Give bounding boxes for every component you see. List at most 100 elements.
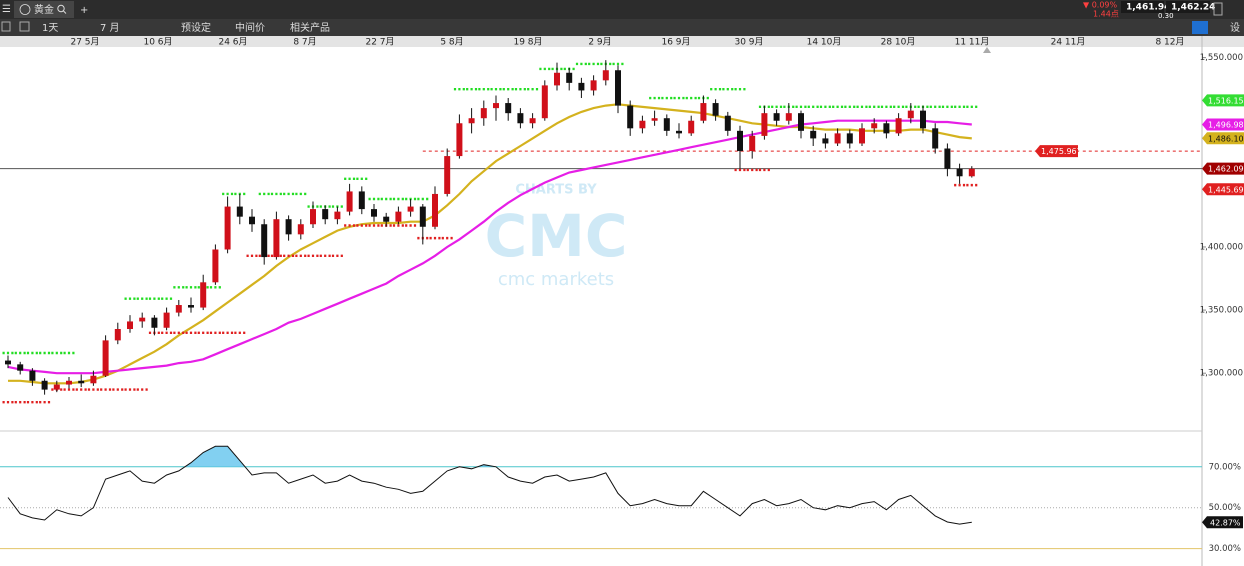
price-label-box bbox=[1202, 118, 1244, 131]
rsi-line bbox=[7, 445, 972, 525]
tab[interactable] bbox=[14, 1, 74, 18]
candle-body bbox=[554, 72, 560, 86]
candle-body bbox=[663, 118, 670, 131]
candle-body bbox=[615, 70, 621, 106]
sell-price[interactable]: 1,461.94 bbox=[1126, 3, 1170, 13]
candle-body bbox=[151, 317, 158, 328]
price-label-box bbox=[1202, 162, 1244, 175]
tab-icon bbox=[19, 4, 31, 15]
overbought-fill bbox=[184, 446, 246, 467]
period[interactable]: 7 月 bbox=[100, 22, 120, 34]
y-tick-label: 1,550.000 bbox=[1200, 53, 1243, 63]
candle-body bbox=[127, 321, 133, 330]
candle-body bbox=[297, 224, 304, 235]
candle-body bbox=[761, 113, 768, 136]
candle-body bbox=[358, 191, 365, 210]
settings[interactable]: 设 bbox=[1230, 22, 1240, 34]
candle-body bbox=[480, 108, 487, 119]
candle-body bbox=[968, 168, 975, 177]
candle-body bbox=[285, 219, 292, 235]
candle-body bbox=[163, 312, 170, 328]
rsi-label-box bbox=[1202, 516, 1243, 529]
candle-body bbox=[517, 113, 524, 124]
buy-price[interactable]: 1,462.24 bbox=[1171, 3, 1215, 13]
candle-body bbox=[346, 191, 353, 212]
candle-body bbox=[322, 209, 329, 220]
x-tick-label: 8 7月 bbox=[293, 37, 316, 48]
candle-body bbox=[785, 113, 792, 121]
y-tick-label: 1,400.000 bbox=[1200, 242, 1243, 252]
candle-body bbox=[602, 70, 609, 81]
candle-body bbox=[41, 380, 48, 390]
price-label: 1,496.98 bbox=[1208, 121, 1244, 130]
moving-average bbox=[8, 103, 972, 385]
candle-body bbox=[724, 115, 731, 131]
candle-body bbox=[956, 168, 963, 177]
candle-body bbox=[224, 206, 231, 250]
candle-body bbox=[395, 211, 402, 222]
x-tick-label: 27 5月 bbox=[70, 37, 99, 48]
watermark: CHARTS BY bbox=[515, 183, 597, 198]
x-tick-label: 19 8月 bbox=[513, 37, 542, 48]
candle-body bbox=[444, 156, 451, 194]
grid-icon[interactable] bbox=[19, 21, 30, 32]
menu-item[interactable]: 相关产品 bbox=[290, 21, 330, 34]
timeframe[interactable]: 1天 bbox=[42, 23, 58, 34]
candle-body bbox=[53, 384, 60, 390]
sell-box[interactable] bbox=[1121, 1, 1164, 13]
buy-box[interactable] bbox=[1166, 1, 1210, 13]
layout-icon[interactable] bbox=[1, 21, 11, 32]
candle-body bbox=[749, 135, 756, 152]
change: ▼ 0.09% bbox=[1083, 1, 1118, 10]
candle-body bbox=[834, 133, 841, 144]
candle-body bbox=[334, 211, 341, 220]
candle-body bbox=[541, 85, 548, 119]
candle-body bbox=[493, 103, 499, 109]
candle-body bbox=[700, 103, 707, 121]
x-tick-label: 14 10月 bbox=[807, 37, 842, 48]
search-icon[interactable] bbox=[63, 10, 67, 14]
candle-body bbox=[712, 103, 719, 116]
y-tick-label: 70.00% bbox=[1209, 462, 1241, 472]
x-tick-label: 24 6月 bbox=[218, 37, 247, 48]
candle-body bbox=[859, 128, 865, 144]
menu-item[interactable]: 中间价 bbox=[235, 21, 265, 34]
candle-body bbox=[846, 133, 853, 144]
candle-body bbox=[651, 118, 658, 121]
x-tick-label: 30 9月 bbox=[734, 37, 763, 48]
candle-body bbox=[261, 224, 268, 258]
candle-body bbox=[688, 120, 695, 134]
price-label: 1,445.69 bbox=[1208, 185, 1244, 194]
search-icon[interactable] bbox=[57, 4, 65, 13]
tab-label[interactable]: 黄金 bbox=[34, 3, 54, 16]
candle-body bbox=[78, 380, 85, 384]
menu-item[interactable]: 预设定 bbox=[181, 21, 211, 34]
x-tick-label: 16 9月 bbox=[661, 37, 690, 48]
window-icon[interactable] bbox=[1213, 2, 1223, 16]
candle-body bbox=[188, 305, 194, 308]
candle-body bbox=[29, 370, 36, 381]
price-label-box bbox=[1202, 94, 1244, 107]
candle-body bbox=[798, 113, 804, 131]
x-tick-label: 11 11月 bbox=[955, 37, 990, 48]
y-tick-label: 30.00% bbox=[1209, 544, 1241, 554]
candle-body bbox=[17, 364, 24, 371]
candle-body bbox=[944, 148, 951, 169]
candle-body bbox=[371, 209, 377, 217]
x-tick-label: 8 12月 bbox=[1155, 37, 1184, 48]
new-tab[interactable]: + bbox=[80, 5, 88, 16]
candle-body bbox=[883, 123, 890, 134]
spread: 0.30 bbox=[1158, 12, 1174, 20]
rsi-label: 42.87% bbox=[1210, 518, 1241, 527]
moving-average bbox=[7, 119, 972, 375]
price-label: 1,475.967 bbox=[1041, 147, 1082, 156]
candle-body bbox=[419, 206, 426, 227]
date-row bbox=[0, 36, 1244, 47]
candle-body bbox=[566, 72, 573, 83]
change-points: 1.44点 bbox=[1093, 10, 1119, 19]
tool-button[interactable] bbox=[1192, 21, 1208, 34]
menu-icon[interactable]: ☰ bbox=[2, 4, 11, 15]
date-marker bbox=[983, 47, 991, 53]
